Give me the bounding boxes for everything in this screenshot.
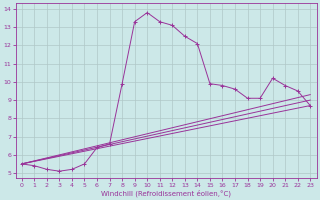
X-axis label: Windchill (Refroidissement éolien,°C): Windchill (Refroidissement éolien,°C) (101, 189, 231, 197)
